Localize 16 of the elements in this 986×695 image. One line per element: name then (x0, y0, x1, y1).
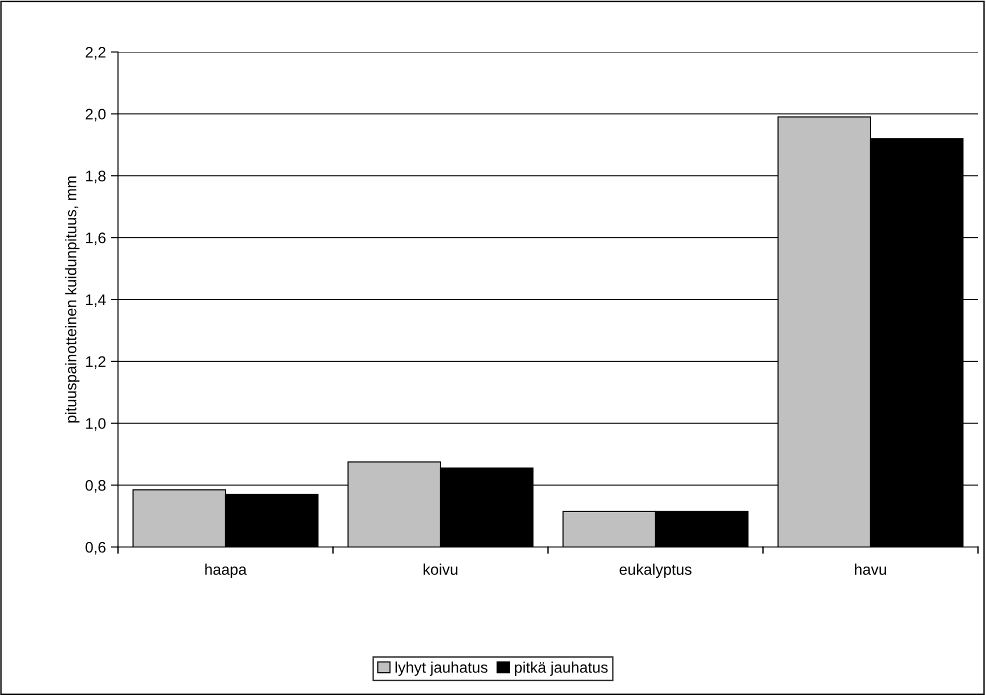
x-tick-label: koivu (424, 564, 458, 575)
y-tick-label: 1,2 (86, 356, 106, 369)
x-tick-label: eukalyptus (620, 564, 692, 578)
x-tick-label: havu (854, 564, 886, 575)
y-tick-label: 2,2 (86, 46, 106, 60)
y-tick-label: 1,0 (86, 418, 106, 431)
legend-label: pitkä jauhatus (514, 662, 608, 676)
y-tick-label: 2,0 (86, 108, 106, 122)
y-tick-label: 1,8 (86, 170, 106, 184)
y-tick-label: 1,6 (86, 232, 106, 246)
legend-label: lyhyt jauhatus (396, 662, 488, 676)
y-tick-label: 0,6 (86, 542, 106, 554)
x-tick-label: haapa (205, 564, 247, 578)
y-tick-label: 1,4 (86, 294, 106, 307)
y-axis-title: pituuspainotteinen kuidunpituus, mm (65, 176, 80, 423)
y-tick-label: 0,8 (86, 480, 106, 493)
